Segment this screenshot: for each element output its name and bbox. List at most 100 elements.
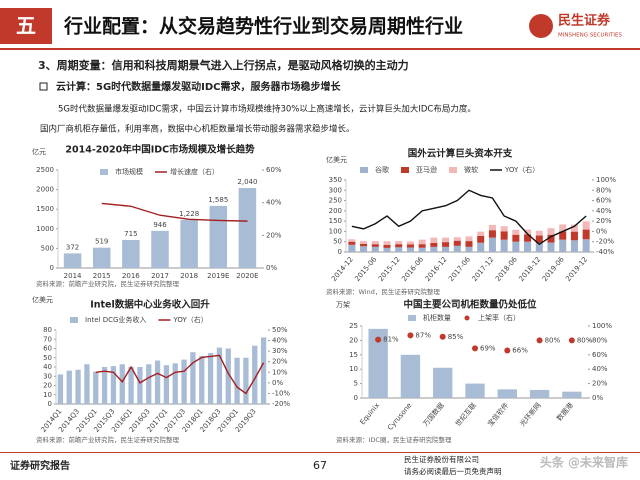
bar xyxy=(234,357,240,404)
footer-left: 证券研究报告 xyxy=(10,459,70,472)
bar xyxy=(84,364,90,404)
bar xyxy=(348,244,356,252)
section-number: 五 xyxy=(16,14,36,38)
y-tick-label: 50 xyxy=(43,354,52,362)
legend-label: 微软 xyxy=(464,165,478,174)
y2-tick-label: -20% xyxy=(272,400,290,408)
bar xyxy=(406,247,414,252)
bar xyxy=(430,246,438,252)
bullet-box xyxy=(39,82,48,91)
bar xyxy=(500,226,508,232)
header-rule xyxy=(0,48,640,50)
y-tick-label: 300 xyxy=(329,186,342,194)
bar xyxy=(400,354,421,398)
y-tick-label: 150 xyxy=(329,217,342,225)
legend-swatch xyxy=(100,169,108,175)
y-tick-label: 0 xyxy=(48,400,52,408)
y-tick-label: 0 xyxy=(338,248,342,256)
data-label: 85% xyxy=(448,333,464,341)
bar xyxy=(207,353,214,404)
bar xyxy=(582,229,590,240)
bar xyxy=(488,237,496,252)
footer-company: 民生证券股份有限公司 xyxy=(404,454,479,464)
y2-tick-label: -20% xyxy=(596,238,614,246)
legend-label: Intel DCG业务收入 xyxy=(85,315,146,324)
x-tick-label: 2016-12 xyxy=(424,255,449,283)
y2-tick-label: 20% xyxy=(272,358,288,366)
y2-tick-label: 60% xyxy=(596,197,612,205)
bar xyxy=(154,360,161,404)
bar xyxy=(371,241,379,245)
bar xyxy=(92,247,111,268)
legend-label: YOY（右） xyxy=(172,315,207,324)
logo-icon xyxy=(529,14,553,38)
y2-tick-label: 0% xyxy=(596,227,607,235)
bar xyxy=(243,357,249,404)
y-tick-label: 25 xyxy=(349,322,358,330)
bar xyxy=(383,247,391,252)
y2-tick-label: 40% xyxy=(272,337,288,345)
y2-tick-label: 80% xyxy=(592,336,608,344)
x-tick-label: 世纪互联 xyxy=(453,401,478,428)
bar xyxy=(562,391,582,398)
bar xyxy=(57,374,64,404)
bar xyxy=(418,244,426,248)
bar xyxy=(477,235,485,243)
bar xyxy=(433,367,453,398)
bar xyxy=(151,230,169,268)
bar xyxy=(238,188,257,268)
y-tick-label: 80 xyxy=(43,326,52,334)
paragraph-line: 国内厂商机柜存量低，利用率高，数据中心机柜数量增长带动服务器需求稳步增长。 xyxy=(40,124,355,135)
y2-tick-label: 30% xyxy=(272,347,288,355)
x-tick-label: 2019-12 xyxy=(564,255,589,283)
x-tick-label: 数据港 xyxy=(555,401,575,423)
data-label: 80% xyxy=(545,336,561,344)
bar xyxy=(465,241,473,247)
x-tick-label: Equinix xyxy=(359,401,382,426)
data-label: 2,040 xyxy=(237,178,257,186)
bar xyxy=(500,231,508,240)
legend-label: YOY（右） xyxy=(504,165,539,174)
bar xyxy=(524,241,532,252)
data-label: 81% xyxy=(383,336,399,344)
bar xyxy=(559,239,567,252)
bar xyxy=(524,229,532,235)
bar xyxy=(512,234,520,242)
legend-swatch xyxy=(408,315,416,321)
page-number: 67 xyxy=(313,459,327,472)
y-axis-label: 万架 xyxy=(336,301,350,309)
bar xyxy=(547,228,555,235)
bar xyxy=(260,337,267,404)
chart-title: 国外云计算巨头资本开支 xyxy=(408,148,513,160)
y2-tick-label: 20% xyxy=(596,217,612,225)
point xyxy=(439,333,446,340)
bar xyxy=(559,231,567,240)
bar xyxy=(442,242,450,247)
bar xyxy=(465,383,485,398)
bar xyxy=(582,239,590,252)
bar xyxy=(418,247,426,252)
y2-tick-label: 100% xyxy=(596,176,616,184)
x-tick-label: 2017-12 xyxy=(471,255,496,283)
bar xyxy=(497,389,517,398)
x-tick-label: 2017 xyxy=(151,272,169,280)
data-label: 1,228 xyxy=(179,210,199,218)
x-tick-label: 2016 xyxy=(122,272,140,280)
x-tick-label: 2019-06 xyxy=(541,255,566,283)
chart-source: 资料来源：Wind，民生证券研究院整理 xyxy=(326,287,440,296)
y-tick-label: 0 xyxy=(50,264,54,272)
legend-label: 市场规模 xyxy=(115,167,143,176)
paragraph-line: 5G时代数据量爆发驱动IDC需求，中国云计算市场规模维持30%以上高速增长，云计… xyxy=(58,104,476,115)
legend-label: 上架率（右） xyxy=(478,313,520,322)
chart-title: Intel数据中心业务收入回升 xyxy=(90,299,210,311)
y-tick-label: 2500 xyxy=(36,166,54,174)
bar xyxy=(180,219,198,268)
chart-title: 中国主要公司机柜数量仍处低位 xyxy=(403,299,537,311)
bar xyxy=(66,370,72,404)
logo-en: MINSHENG SECURITIES xyxy=(558,33,622,39)
bar xyxy=(360,243,368,247)
line xyxy=(95,354,265,395)
bar xyxy=(395,247,403,252)
bar xyxy=(225,348,231,404)
y2-tick-label: 40% xyxy=(592,365,608,373)
